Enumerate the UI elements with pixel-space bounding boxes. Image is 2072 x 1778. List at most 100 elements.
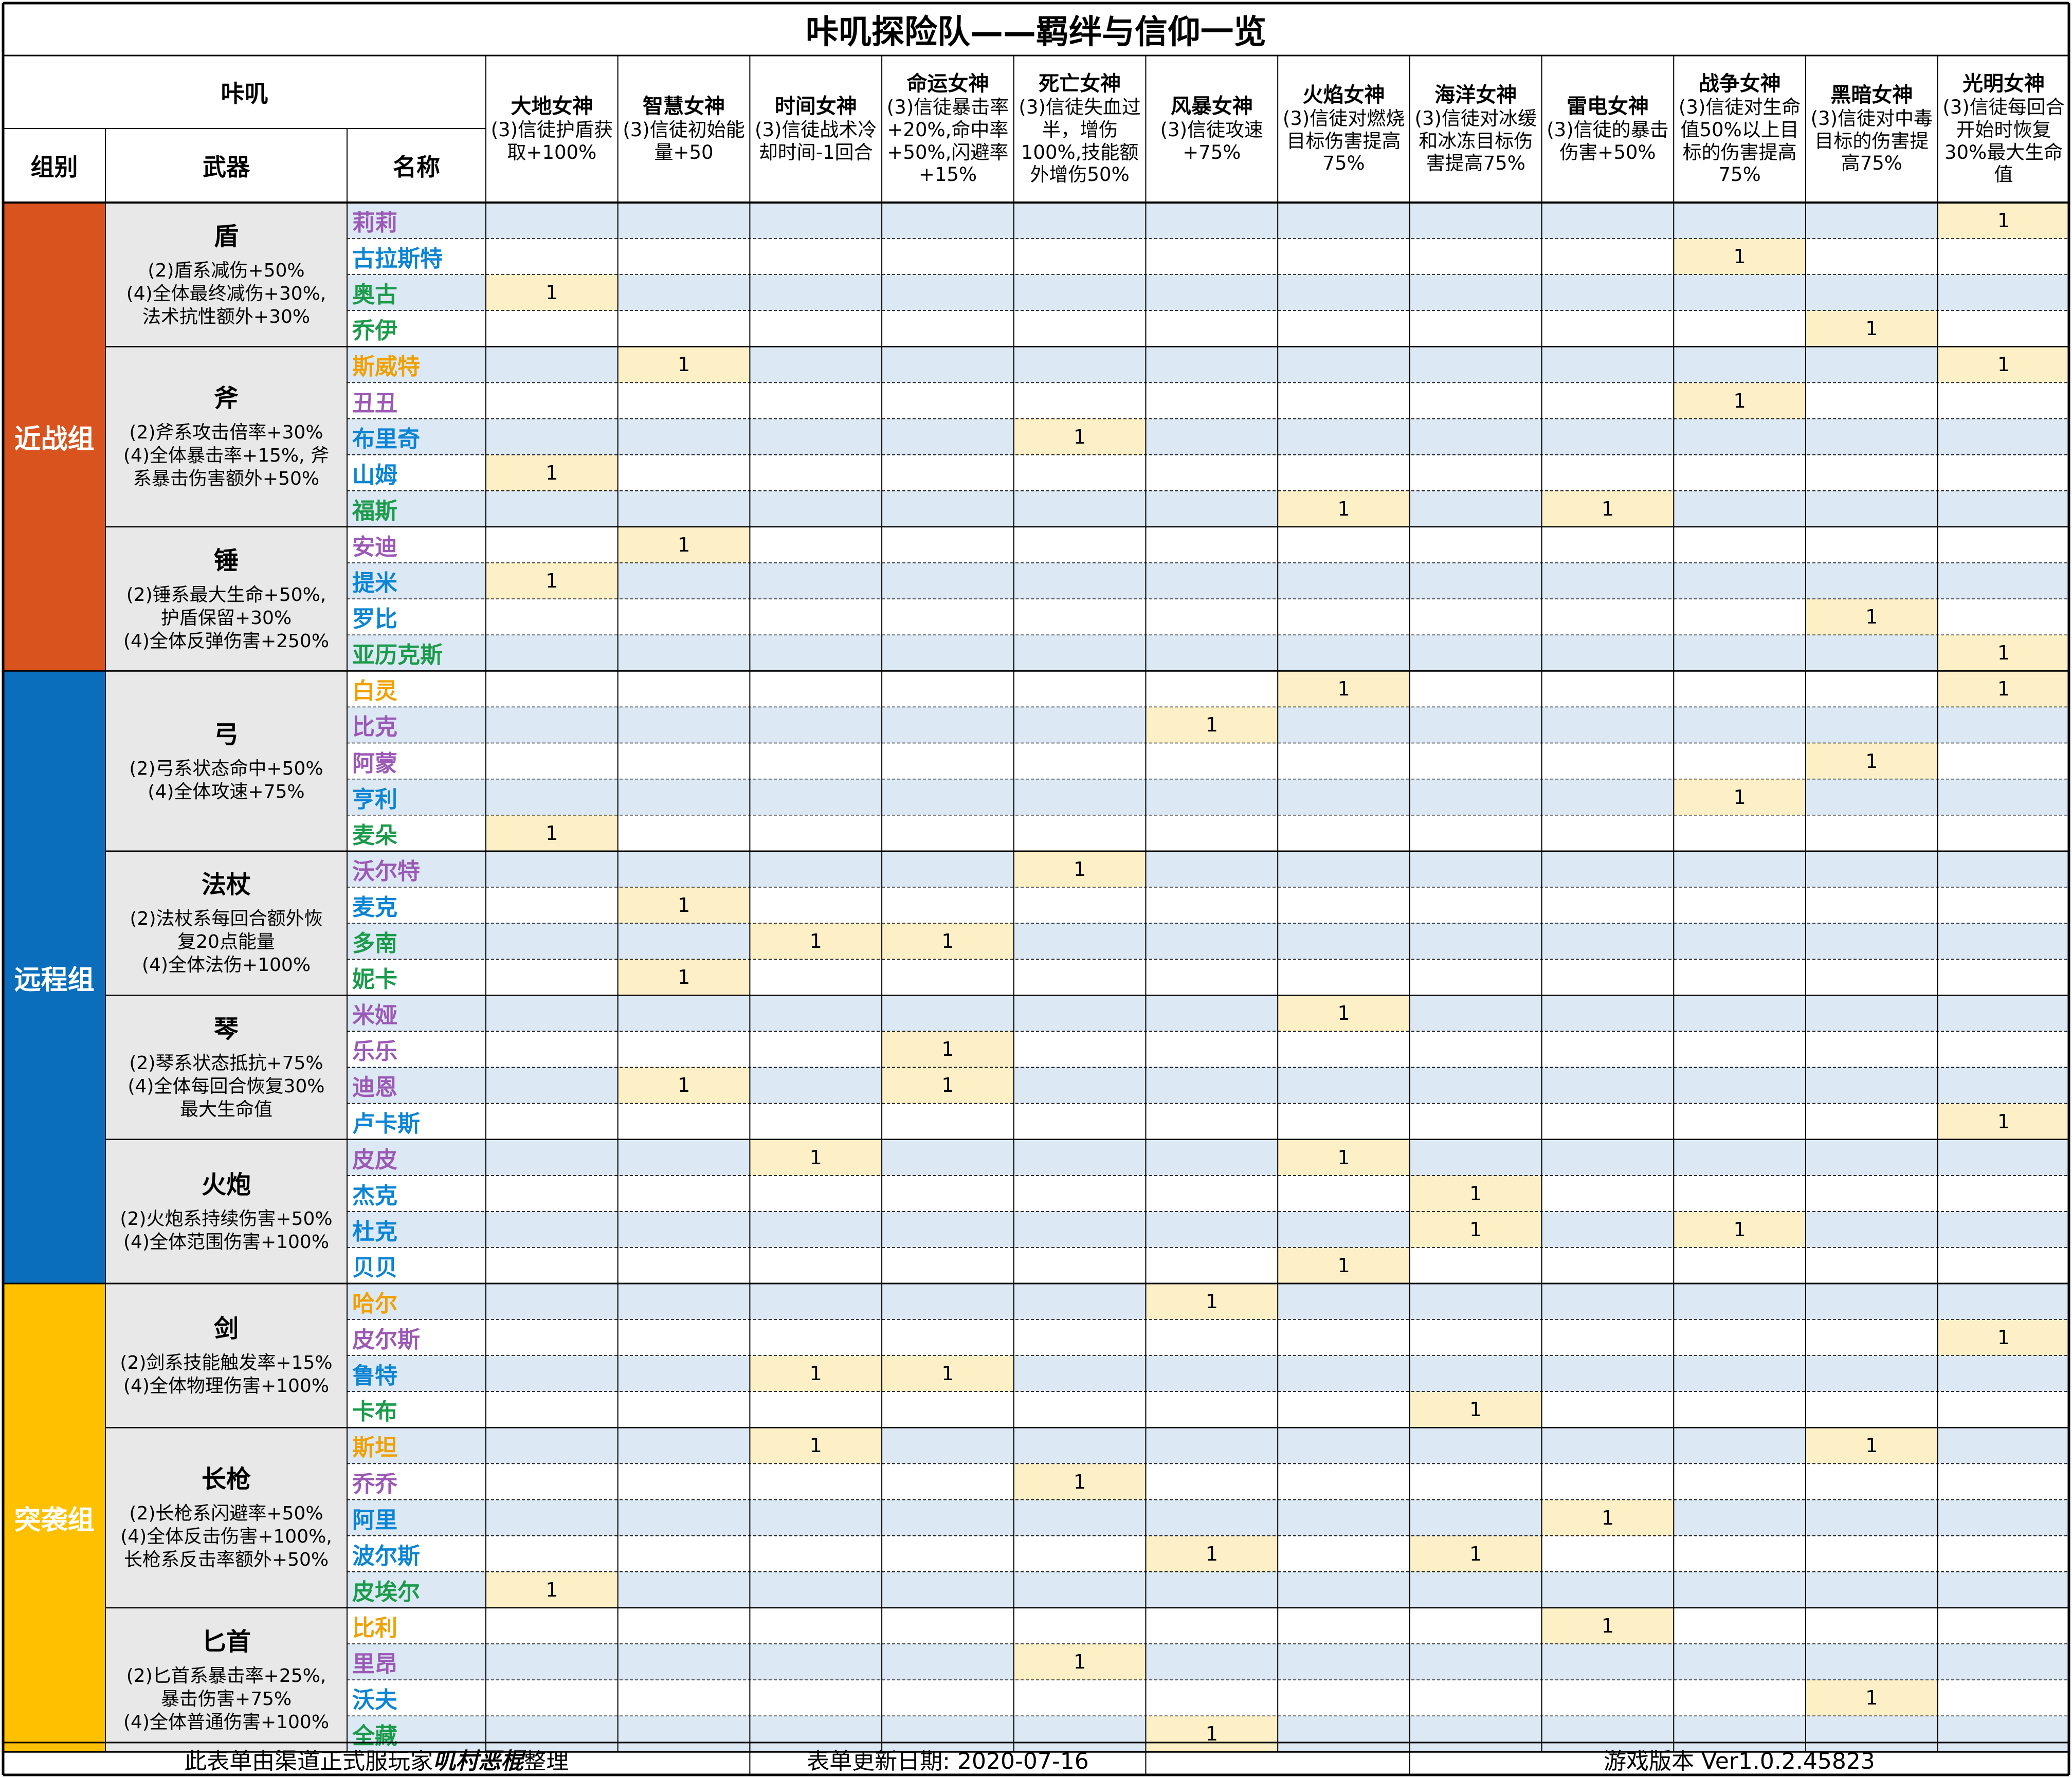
- god-name: 风暴女神: [1170, 94, 1253, 118]
- faith-cell: [1146, 1211, 1278, 1248]
- faith-cell: [1409, 779, 1542, 815]
- god-name: 战争女神: [1698, 72, 1781, 96]
- faith-mark-cell: 1: [617, 887, 750, 923]
- faith-cell: [1409, 563, 1542, 599]
- kazi-name-cell: 丑丑: [347, 382, 486, 419]
- faith-cell: [1409, 1427, 1542, 1464]
- faith-cell: [750, 1319, 882, 1356]
- faith-cell: [617, 923, 750, 960]
- faith-cell: [882, 1571, 1014, 1608]
- faith-cell: [1674, 1680, 1806, 1716]
- faith-cell: [486, 418, 618, 455]
- faith-cell: [1541, 1067, 1674, 1104]
- faith-cell: [882, 815, 1014, 851]
- faith-cell: [1278, 779, 1410, 815]
- faith-mark-cell: 1: [1013, 418, 1146, 455]
- faith-cell: [882, 779, 1014, 815]
- weapon-name: 弓: [213, 720, 239, 749]
- kazi-name-cell: 皮埃尔: [347, 1571, 486, 1608]
- faith-mark-cell: 1: [1806, 1427, 1938, 1464]
- faith-cell: [1937, 526, 2070, 563]
- faith-cell: [1541, 1175, 1674, 1212]
- faith-cell: [1278, 1427, 1410, 1464]
- faith-cell: [486, 1211, 618, 1248]
- faith-cell: [882, 1247, 1014, 1284]
- faith-cell: [882, 1211, 1014, 1248]
- kazi-name-cell: 布里奇: [347, 418, 486, 455]
- faith-mark-cell: 1: [1146, 1716, 1278, 1752]
- faith-cell: [1937, 418, 2070, 455]
- faith-mark-cell: 1: [1278, 1139, 1410, 1176]
- faith-cell: [1013, 526, 1146, 563]
- god-description: (3)信徒对中毒目标的伤害提高75%: [1810, 107, 1933, 175]
- faith-cell: [1541, 671, 1674, 707]
- faith-cell: [1013, 887, 1146, 923]
- weapon-bond-line: (4)全体攻速+75%: [148, 781, 305, 802]
- faith-cell: [1541, 382, 1674, 419]
- weapon-cell: 弓 (2)弓系状态命中+50% (4)全体攻速+75%: [105, 671, 347, 851]
- faith-mark-cell: 1: [1409, 1391, 1542, 1428]
- kazi-name-cell: 乔伊: [347, 310, 486, 347]
- faith-cell: [1013, 1211, 1146, 1248]
- kazi-name-cell: 亨利: [347, 779, 486, 815]
- faith-cell: [617, 490, 750, 527]
- faith-mark-cell: 1: [1937, 1319, 2070, 1356]
- faith-cell: [1278, 1463, 1410, 1500]
- faith-cell: [1146, 382, 1278, 419]
- faith-cell: [1409, 815, 1542, 851]
- faith-cell: [617, 851, 750, 887]
- faith-cell: [882, 1284, 1014, 1320]
- faith-cell: [486, 1355, 618, 1392]
- faith-cell: [1146, 1247, 1278, 1284]
- faith-cell: [1409, 959, 1542, 996]
- faith-cell: [1278, 815, 1410, 851]
- faith-cell: [617, 310, 750, 347]
- god-header-9: 战争女神 (3)信徒对生命值50%以上目标的伤害提高75%: [1674, 56, 1806, 203]
- faith-cell: [1278, 310, 1410, 347]
- kazi-name-cell: 皮皮: [347, 1139, 486, 1176]
- faith-cell: [1937, 1463, 2070, 1500]
- faith-cell: [750, 1103, 882, 1140]
- faith-cell: [1674, 1031, 1806, 1068]
- faith-cell: [750, 1031, 882, 1068]
- faith-cell: [1937, 1391, 2070, 1428]
- kazi-name-cell: 阿蒙: [347, 743, 486, 779]
- weapon-bond-line: (4)全体普通伤害+100%: [123, 1711, 330, 1733]
- name-column-header: 名称: [393, 153, 440, 181]
- kazi-name-cell: 卡布: [347, 1391, 486, 1428]
- weapon-name: 剑: [213, 1314, 239, 1344]
- god-name: 智慧女神: [643, 94, 725, 118]
- faith-cell: [882, 1607, 1014, 1644]
- faith-cell: [882, 707, 1014, 743]
- faith-cell: [882, 563, 1014, 599]
- faith-cell: [750, 1571, 882, 1608]
- faith-mark-cell: 1: [1541, 1607, 1674, 1644]
- faith-cell: [750, 887, 882, 923]
- faith-cell: [1409, 274, 1542, 311]
- weapon-cell: 剑 (2)剑系技能触发率+15% (4)全体物理伤害+100%: [105, 1284, 347, 1428]
- weapon-cell: 琴 (2)琴系状态抵抗+75% (4)全体每回合恢复30% 最大生命值: [105, 995, 347, 1140]
- faith-cell: [617, 1427, 750, 1464]
- faith-cell: [1278, 1499, 1410, 1536]
- faith-cell: [1674, 203, 1806, 239]
- faith-cell: [1937, 1716, 2070, 1752]
- faith-cell: [1937, 1427, 2070, 1464]
- god-name: 时间女神: [774, 94, 857, 118]
- faith-cell: [882, 1499, 1014, 1536]
- faith-cell: [1937, 382, 2070, 419]
- faith-cell: [882, 1535, 1014, 1572]
- faith-mark-cell: 1: [1937, 671, 2070, 707]
- faith-cell: [1806, 995, 1938, 1032]
- god-header-2: 时间女神 (3)信徒战术冷却时间-1回合: [750, 56, 882, 203]
- faith-cell: [750, 1247, 882, 1284]
- faith-cell: [1013, 1391, 1146, 1428]
- faith-cell: [486, 203, 618, 239]
- faith-cell: [1409, 887, 1542, 923]
- god-header-10: 黑暗女神 (3)信徒对中毒目标的伤害提高75%: [1806, 56, 1938, 203]
- faith-cell: [750, 743, 882, 779]
- faith-cell: [1674, 1499, 1806, 1536]
- faith-cell: [486, 1644, 618, 1680]
- faith-cell: [1146, 239, 1278, 275]
- faith-cell: [617, 1716, 750, 1752]
- faith-cell: [1278, 635, 1410, 671]
